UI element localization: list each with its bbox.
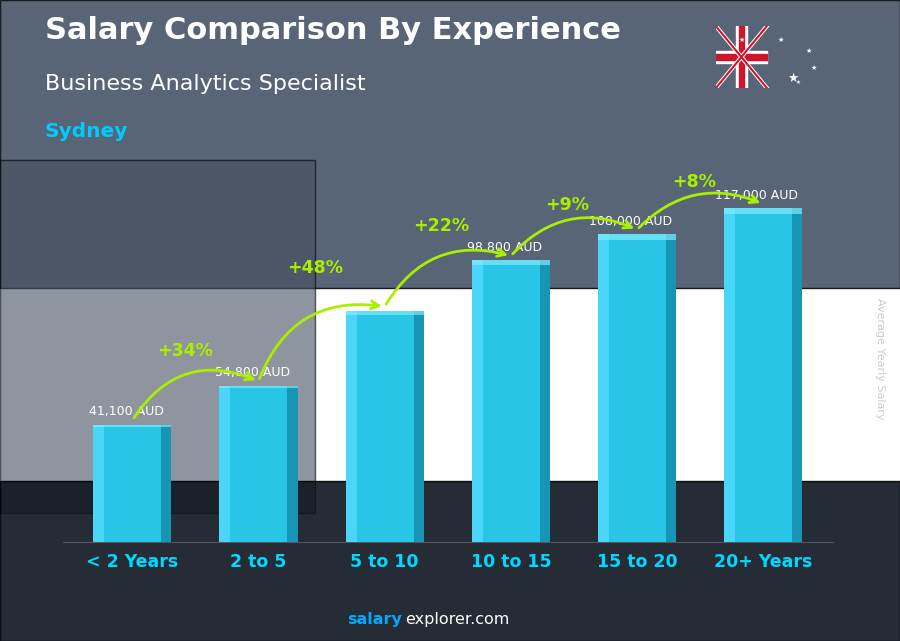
FancyBboxPatch shape (0, 0, 900, 288)
Bar (220, 385, 298, 388)
FancyBboxPatch shape (0, 481, 900, 641)
Bar (598, 234, 676, 240)
Bar (540, 260, 550, 542)
Bar (472, 260, 550, 265)
Bar (724, 208, 802, 214)
Bar (598, 234, 676, 542)
Bar (716, 51, 767, 63)
Bar (161, 424, 172, 542)
Bar (346, 311, 424, 315)
Text: 54,800 AUD: 54,800 AUD (215, 366, 290, 379)
Text: ★: ★ (796, 79, 801, 85)
Text: ★: ★ (788, 72, 799, 85)
Text: +8%: +8% (671, 173, 716, 191)
Text: +34%: +34% (158, 342, 213, 360)
Text: Average Yearly Salary: Average Yearly Salary (875, 298, 886, 420)
Text: Business Analytics Specialist: Business Analytics Specialist (45, 74, 365, 94)
Bar (346, 311, 424, 542)
Bar (287, 385, 298, 542)
Text: ★: ★ (738, 37, 744, 44)
Bar (598, 234, 608, 542)
Text: 117,000 AUD: 117,000 AUD (716, 189, 798, 202)
Text: ★: ★ (806, 48, 812, 54)
Bar (94, 424, 172, 427)
Bar (736, 26, 747, 88)
Bar (94, 424, 104, 542)
Bar (472, 260, 482, 542)
Text: ★: ★ (811, 65, 817, 71)
Bar (220, 385, 298, 542)
Bar (414, 311, 424, 542)
Text: Salary Comparison By Experience: Salary Comparison By Experience (45, 16, 621, 45)
Bar (94, 424, 172, 542)
Bar (716, 54, 767, 60)
Text: 98,800 AUD: 98,800 AUD (467, 241, 542, 254)
Text: 81,000 AUD: 81,000 AUD (341, 292, 416, 304)
Bar (666, 234, 676, 542)
FancyBboxPatch shape (0, 160, 315, 513)
Bar (792, 208, 802, 542)
Bar (739, 26, 744, 88)
Text: +48%: +48% (287, 259, 343, 277)
Bar (724, 208, 735, 542)
Bar (220, 385, 230, 542)
Text: 108,000 AUD: 108,000 AUD (590, 215, 672, 228)
Text: +9%: +9% (545, 196, 590, 214)
Text: +22%: +22% (413, 217, 470, 235)
Bar (472, 260, 550, 542)
Text: ★: ★ (777, 37, 783, 44)
Text: 41,100 AUD: 41,100 AUD (88, 405, 164, 419)
Bar (724, 208, 802, 542)
Text: explorer.com: explorer.com (405, 612, 509, 627)
Text: salary: salary (347, 612, 402, 627)
Bar (346, 311, 356, 542)
Text: Sydney: Sydney (45, 122, 129, 141)
